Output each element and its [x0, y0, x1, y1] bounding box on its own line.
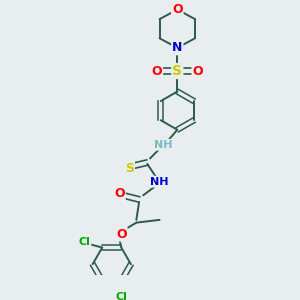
Text: S: S	[125, 161, 134, 175]
Text: N: N	[172, 41, 182, 54]
Text: O: O	[152, 64, 162, 77]
Text: O: O	[114, 187, 125, 200]
Text: O: O	[116, 228, 127, 241]
Text: NH: NH	[150, 177, 169, 187]
Text: O: O	[193, 64, 203, 77]
Text: Cl: Cl	[116, 292, 127, 300]
Text: Cl: Cl	[79, 237, 90, 247]
Text: NH: NH	[154, 140, 173, 150]
Text: O: O	[172, 3, 183, 16]
Text: S: S	[172, 64, 182, 78]
